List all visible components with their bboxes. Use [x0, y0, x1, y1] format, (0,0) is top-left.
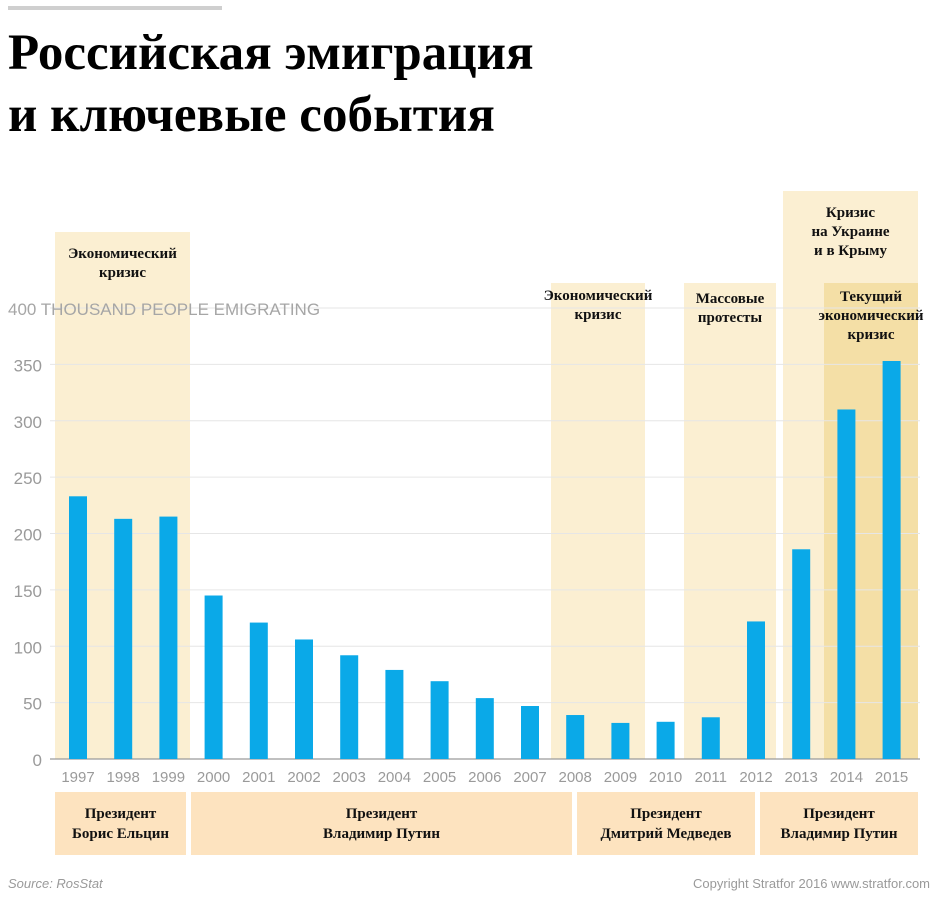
band-label-0-line-0: Экономический [68, 246, 177, 262]
x-tick-label-2012: 2012 [739, 769, 772, 786]
band-label-4-line-0: Текущий [840, 289, 902, 305]
bar-2002 [295, 639, 313, 759]
y-tick-label-200: 200 [14, 526, 42, 545]
bar-2006 [475, 698, 494, 759]
bar-2010 [656, 721, 675, 759]
bar-2008 [566, 715, 585, 759]
band-label-3-line-0: Кризис [826, 205, 876, 221]
bar-2004 [385, 669, 404, 759]
presidency-label-2-line-0: Президент [630, 806, 702, 822]
band-label-1-line-0: Экономический [544, 288, 653, 304]
x-tick-label-1998: 1998 [107, 769, 140, 786]
x-tick-label-1999: 1999 [152, 769, 185, 786]
highlight-band-2008-2009 [551, 283, 645, 759]
x-tick-label-2001: 2001 [242, 769, 275, 786]
band-label-1-line-1: кризис [575, 307, 622, 323]
x-tick-label-2007: 2007 [513, 769, 546, 786]
x-tick-label-2008: 2008 [559, 769, 592, 786]
presidency-label-0-line-0: Президент [85, 806, 157, 822]
x-tick-label-2003: 2003 [333, 769, 366, 786]
band-label-3-line-2: и в Крыму [814, 243, 887, 259]
presidency-label-2-line-1: Дмитрий Медведев [600, 826, 731, 842]
chart-title: Российская эмиграция и ключевые события [8, 22, 808, 146]
presidency-label-1-line-1: Владимир Путин [323, 826, 440, 842]
x-tick-label-2002: 2002 [287, 769, 320, 786]
top-accent-bar [8, 6, 222, 10]
x-tick-label-2005: 2005 [423, 769, 456, 786]
bar-1999 [159, 516, 178, 759]
x-tick-label-2011: 2011 [695, 769, 727, 786]
x-tick-label-2009: 2009 [604, 769, 637, 786]
presidency-label-0-line-1: Борис Ельцин [72, 826, 169, 842]
bar-2009 [611, 722, 630, 759]
band-label-0-line-1: кризис [99, 265, 146, 281]
bar-2005 [430, 681, 449, 759]
x-tick-label-2014: 2014 [830, 769, 863, 786]
bar-2003 [340, 655, 359, 759]
presidency-label-3-line-0: Президент [803, 806, 875, 822]
presidency-box-0 [55, 792, 186, 855]
bar-2007 [521, 706, 539, 759]
bar-2000 [204, 595, 223, 759]
presidency-box-3 [760, 792, 918, 855]
y-tick-label-0: 0 [33, 751, 42, 770]
x-tick-label-2004: 2004 [378, 769, 411, 786]
y-tick-label-350: 350 [14, 356, 42, 375]
band-label-2-line-0: Массовые [696, 291, 765, 307]
bar-2012 [747, 621, 765, 759]
x-tick-label-2006: 2006 [468, 769, 501, 786]
bar-2013 [792, 549, 811, 759]
x-tick-label-2010: 2010 [649, 769, 682, 786]
bar-2014 [837, 409, 856, 759]
copyright-note: Copyright Stratfor 2016 www.stratfor.com [693, 876, 930, 891]
bar-2011 [701, 717, 720, 759]
bar-2001 [249, 622, 268, 759]
presidency-box-1 [191, 792, 572, 855]
band-label-3-line-1: на Украине [811, 224, 889, 240]
band-label-4-line-2: кризис [848, 327, 895, 343]
bar-1997 [69, 496, 87, 759]
band-label-4-line-1: экономический [818, 308, 923, 324]
bar-2015 [882, 360, 901, 759]
presidency-box-2 [577, 792, 755, 855]
y-tick-label-250: 250 [14, 469, 42, 488]
band-label-2-line-1: протесты [698, 310, 763, 326]
title-line-2: и ключевые события [8, 87, 495, 143]
bar-1998 [114, 518, 133, 759]
presidency-label-3-line-1: Владимир Путин [781, 826, 898, 842]
title-line-1: Российская эмиграция [8, 25, 534, 81]
y-axis-top-label: 400 THOUSAND PEOPLE EMIGRATING [8, 300, 320, 319]
presidency-label-1-line-0: Президент [346, 806, 418, 822]
y-tick-label-100: 100 [14, 638, 42, 657]
x-tick-label-1997: 1997 [61, 769, 94, 786]
y-tick-label-300: 300 [14, 413, 42, 432]
y-tick-label-150: 150 [14, 582, 42, 601]
x-tick-label-2000: 2000 [197, 769, 230, 786]
y-tick-label-50: 50 [23, 695, 42, 714]
x-tick-label-2015: 2015 [875, 769, 908, 786]
source-note: Source: RosStat [8, 876, 103, 891]
x-tick-label-2013: 2013 [785, 769, 818, 786]
